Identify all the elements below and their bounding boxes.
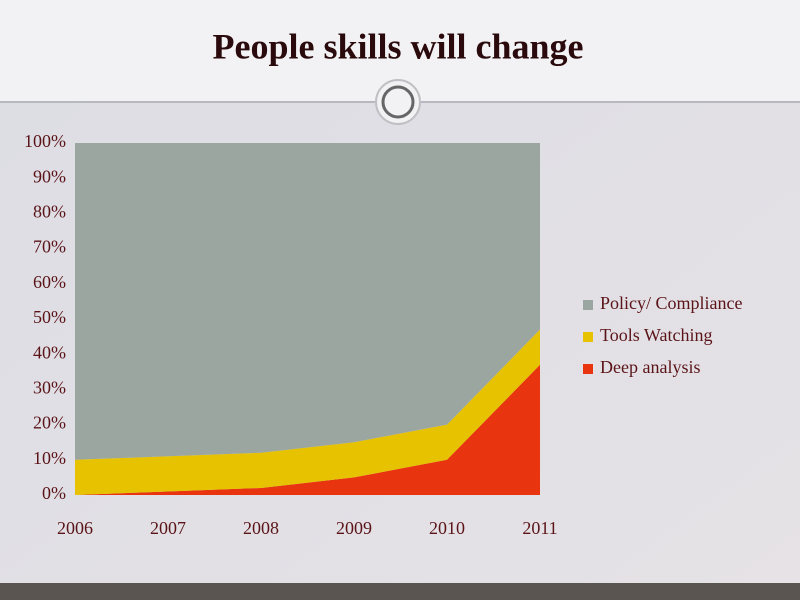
y-tick-label: 40% [33,342,66,362]
legend-swatch [583,332,593,342]
y-tick-label: 80% [33,202,66,222]
x-tick-label: 2006 [57,518,93,538]
legend-label: Tools Watching [600,325,712,345]
legend-swatch [583,364,593,374]
y-tick-label: 50% [33,307,66,327]
x-tick-label: 2011 [522,518,557,538]
x-tick-label: 2008 [243,518,279,538]
area [75,364,540,495]
y-tick-label: 90% [33,166,66,186]
legend-swatch [583,300,593,310]
chart-title: People skills will change [212,26,583,66]
bottom-strip [0,583,800,600]
ornament-ring [381,85,415,119]
legend-label: Policy/ Compliance [600,293,742,313]
y-tick-label: 0% [42,483,66,503]
y-tick-label: 70% [33,237,66,257]
legend-label: Deep analysis [600,357,700,377]
x-tick-label: 2007 [150,518,186,538]
y-tick-label: 30% [33,378,66,398]
y-tick-label: 10% [33,448,66,468]
area [75,143,540,460]
y-tick-label: 60% [33,272,66,292]
y-tick-label: 100% [24,131,66,151]
x-tick-label: 2010 [429,518,465,538]
area [75,329,540,495]
y-tick-label: 20% [33,413,66,433]
x-tick-label: 2009 [336,518,372,538]
